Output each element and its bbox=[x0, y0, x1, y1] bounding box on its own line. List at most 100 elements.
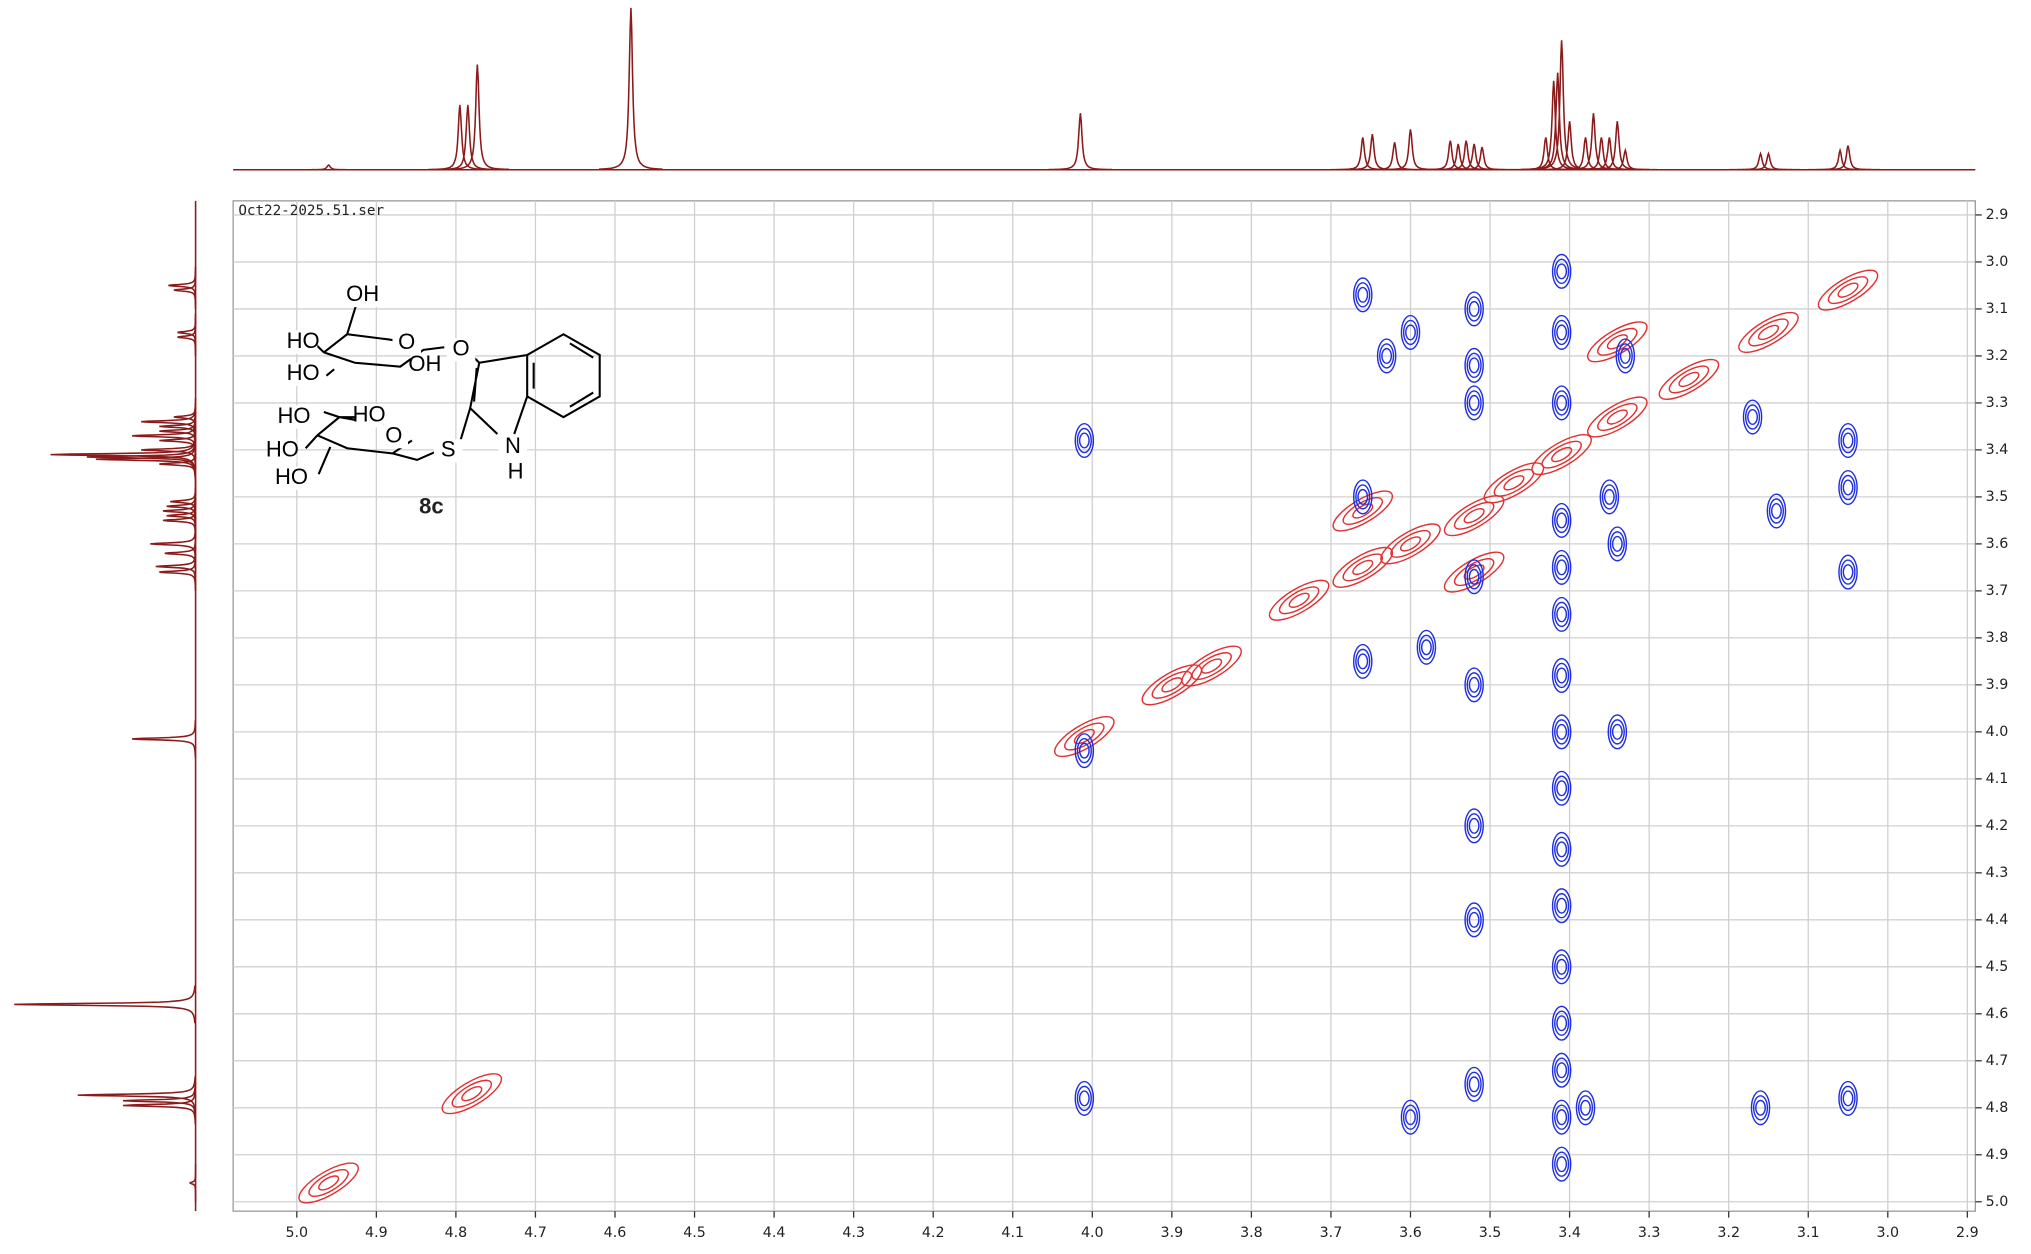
contour bbox=[1352, 643, 1373, 679]
left-projection-peak bbox=[164, 534, 197, 573]
top-projection-peak bbox=[1434, 140, 1498, 171]
x-tick-label: 4.4 bbox=[763, 1225, 786, 1241]
x-tick-label: 3.5 bbox=[1479, 1225, 1502, 1241]
contour bbox=[1151, 670, 1193, 699]
contour bbox=[1599, 479, 1620, 515]
x-tick-label: 4.9 bbox=[365, 1225, 388, 1241]
contour bbox=[1619, 347, 1631, 364]
contour bbox=[1054, 715, 1115, 758]
atom-label: N bbox=[505, 433, 521, 458]
contour bbox=[1556, 324, 1568, 341]
label-bg bbox=[279, 405, 309, 429]
contour bbox=[1744, 404, 1761, 430]
contour bbox=[1551, 446, 1573, 463]
contour bbox=[1332, 546, 1394, 588]
contour bbox=[1464, 559, 1484, 595]
x-tick-label: 4.5 bbox=[683, 1225, 706, 1241]
top-projection-peak bbox=[599, 7, 663, 170]
contour bbox=[1554, 1104, 1570, 1130]
x-tick-label: 3.4 bbox=[1558, 1225, 1581, 1241]
top-projection-peak bbox=[1521, 80, 1586, 171]
contour bbox=[1554, 1151, 1570, 1177]
top-projection-peak bbox=[428, 104, 492, 171]
y-tick-label: 4.5 bbox=[1986, 959, 2009, 975]
contour bbox=[1400, 1099, 1421, 1135]
y-tick-label: 5.0 bbox=[1986, 1194, 2009, 1210]
contour bbox=[1554, 775, 1570, 801]
contour bbox=[1352, 503, 1374, 519]
left-projection-peak bbox=[132, 720, 197, 758]
contour bbox=[1464, 385, 1484, 421]
x-tick-label: 4.1 bbox=[1001, 1225, 1024, 1241]
contour bbox=[1556, 512, 1568, 529]
contour bbox=[1554, 719, 1570, 745]
contour bbox=[1587, 396, 1648, 438]
contour bbox=[1554, 836, 1570, 863]
contour bbox=[1468, 394, 1480, 411]
contour bbox=[1678, 371, 1700, 388]
contour bbox=[1381, 347, 1393, 364]
atom-label: O bbox=[453, 336, 470, 361]
contour bbox=[1464, 1066, 1484, 1102]
contour bbox=[1551, 888, 1572, 924]
x-tick-label: 4.2 bbox=[922, 1225, 945, 1241]
contour bbox=[1551, 549, 1572, 585]
contour bbox=[1607, 714, 1628, 750]
contour bbox=[1064, 722, 1105, 751]
contour bbox=[1468, 568, 1480, 585]
contour bbox=[1352, 479, 1373, 515]
contour bbox=[1288, 592, 1310, 608]
contour bbox=[1551, 831, 1572, 867]
left-projection-peak bbox=[162, 492, 197, 530]
contour bbox=[1554, 954, 1570, 980]
contour bbox=[1464, 291, 1484, 327]
contour bbox=[1554, 601, 1570, 628]
contour bbox=[298, 1162, 359, 1204]
contour bbox=[1332, 490, 1394, 532]
contour bbox=[1658, 358, 1720, 400]
chart-title: Oct22-2025.51.ser bbox=[238, 203, 384, 219]
contour bbox=[1191, 652, 1232, 681]
left-projection-peak bbox=[168, 266, 197, 305]
contour bbox=[1405, 324, 1416, 341]
y-tick-label: 4.6 bbox=[1986, 1006, 2009, 1022]
contour bbox=[1554, 1010, 1570, 1036]
contour bbox=[1201, 658, 1223, 674]
contour bbox=[1268, 579, 1330, 621]
contour bbox=[1842, 1090, 1854, 1107]
contour bbox=[1468, 911, 1480, 928]
y-tick-label: 3.7 bbox=[1986, 583, 2009, 599]
contour bbox=[1577, 1095, 1594, 1121]
contour bbox=[1556, 841, 1568, 858]
label-bg bbox=[379, 424, 409, 449]
x-tick-label: 3.7 bbox=[1320, 1225, 1343, 1241]
top-projection-peak bbox=[1736, 151, 1801, 171]
atom-label: S bbox=[441, 437, 456, 462]
contour bbox=[1551, 314, 1572, 350]
atom-label: H bbox=[508, 459, 524, 484]
label-bg bbox=[446, 338, 476, 362]
contour bbox=[1466, 296, 1482, 322]
x-tick-label: 4.0 bbox=[1081, 1225, 1104, 1241]
contour bbox=[1468, 357, 1480, 374]
contour bbox=[1838, 1080, 1858, 1116]
x-tick-label: 3.8 bbox=[1240, 1225, 1263, 1241]
label-bg bbox=[277, 466, 306, 490]
contour bbox=[461, 1086, 483, 1102]
contour bbox=[1556, 667, 1568, 684]
contour bbox=[1355, 484, 1371, 510]
contour bbox=[1078, 1090, 1090, 1107]
contour bbox=[1615, 338, 1636, 374]
contour bbox=[1076, 427, 1092, 454]
left-projection-peak bbox=[123, 1086, 197, 1125]
contour bbox=[1418, 634, 1434, 660]
sugar-ring-1 bbox=[315, 300, 445, 377]
x-tick-label: 3.2 bbox=[1717, 1225, 1740, 1241]
left-projection-peak bbox=[177, 318, 197, 356]
contour bbox=[1554, 554, 1570, 581]
y-tick-label: 4.8 bbox=[1986, 1100, 2009, 1116]
top-projection-peak bbox=[1728, 151, 1793, 171]
y-tick-label: 3.4 bbox=[1986, 442, 2009, 458]
plot-frame bbox=[232, 200, 1976, 1212]
contour bbox=[1838, 469, 1858, 506]
